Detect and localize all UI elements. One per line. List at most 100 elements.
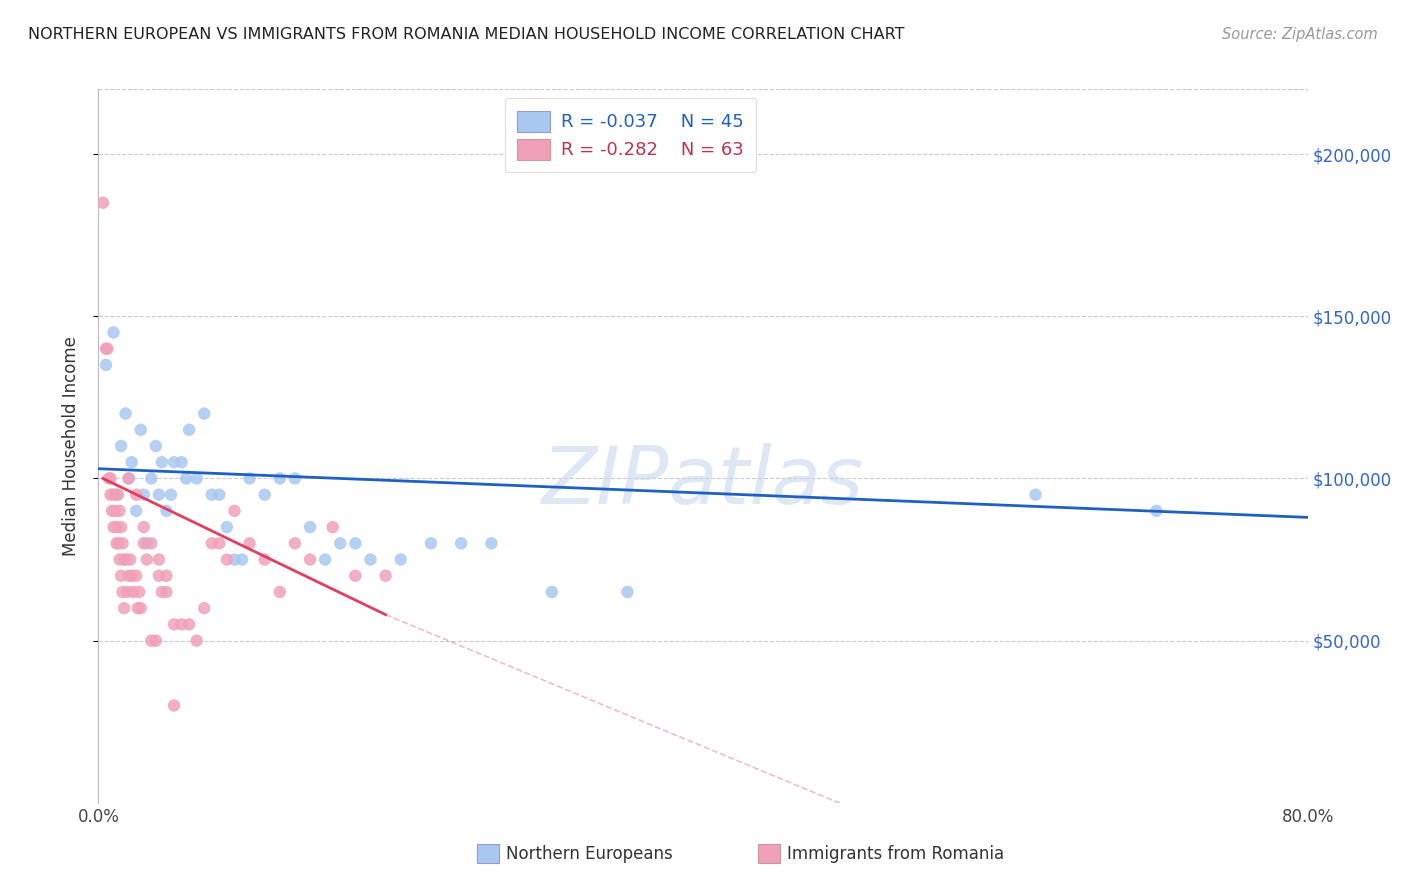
Point [179,423,201,437]
Point [110,520,132,534]
Point [540,585,562,599]
Point [132,536,155,550]
Point [284,536,307,550]
Point [110,439,132,453]
Point [132,520,155,534]
Point [141,633,163,648]
Point [299,520,322,534]
Point [145,633,167,648]
Point [135,536,157,550]
Text: Northern Europeans: Northern Europeans [506,845,673,863]
Point [127,601,149,615]
Point [201,488,224,502]
Point [148,568,170,582]
Point [1144,504,1167,518]
Point [132,488,155,502]
Point [224,504,246,518]
Text: ZIPatlas: ZIPatlas [541,442,865,521]
Point [107,488,129,502]
Point [108,552,131,566]
Point [155,504,177,518]
Point [170,617,193,632]
Point [121,568,143,582]
Point [163,698,186,713]
Point [231,552,253,566]
Point [253,488,276,502]
Point [186,471,208,485]
Point [201,536,224,550]
Point [269,471,291,485]
Point [160,488,183,502]
Point [96,342,118,356]
Point [170,455,193,469]
Point [129,601,152,615]
Point [103,520,125,534]
Point [148,552,170,566]
Point [125,504,148,518]
Point [163,617,186,632]
Point [94,358,117,372]
Point [115,585,138,599]
Point [128,585,150,599]
Point [174,471,197,485]
Point [105,536,128,550]
Point [420,536,443,550]
Point [374,568,396,582]
Point [125,488,148,502]
Point [150,585,173,599]
Point [135,552,157,566]
Point [112,552,135,566]
Text: Source: ZipAtlas.com: Source: ZipAtlas.com [1222,27,1378,42]
Point [98,471,121,485]
Point [105,520,128,534]
Point [129,423,152,437]
Y-axis label: Median Household Income: Median Household Income [62,336,80,556]
Legend: R = -0.037    N = 45, R = -0.282    N = 63: R = -0.037 N = 45, R = -0.282 N = 63 [505,98,756,172]
Point [105,488,128,502]
Point [284,471,307,485]
Point [481,536,503,550]
Point [112,601,135,615]
Point [186,633,208,648]
Point [114,552,136,566]
Point [145,439,167,453]
Point [121,455,143,469]
Text: Immigrants from Romania: Immigrants from Romania [787,845,1004,863]
Point [104,504,127,518]
Point [101,504,124,518]
Point [141,471,163,485]
Point [193,601,215,615]
Point [360,552,382,566]
Point [239,536,262,550]
Point [344,568,367,582]
Point [122,585,145,599]
Point [141,536,163,550]
Point [125,568,148,582]
Point [215,520,238,534]
Point [239,471,262,485]
Point [100,471,122,485]
Point [179,617,201,632]
Point [118,568,141,582]
Point [314,552,336,566]
Point [103,326,125,340]
Point [118,471,141,485]
Point [224,552,246,566]
Point [107,536,129,550]
Point [215,552,238,566]
Text: NORTHERN EUROPEAN VS IMMIGRANTS FROM ROMANIA MEDIAN HOUSEHOLD INCOME CORRELATION: NORTHERN EUROPEAN VS IMMIGRANTS FROM ROM… [28,27,904,42]
Point [155,585,177,599]
Point [148,488,170,502]
Point [616,585,638,599]
Point [155,568,177,582]
Point [389,552,412,566]
Point [114,407,136,421]
Point [120,552,142,566]
Point [1024,488,1046,502]
Point [329,536,352,550]
Point [91,195,114,210]
Point [94,342,117,356]
Point [269,585,291,599]
Point [322,520,344,534]
Point [208,536,231,550]
